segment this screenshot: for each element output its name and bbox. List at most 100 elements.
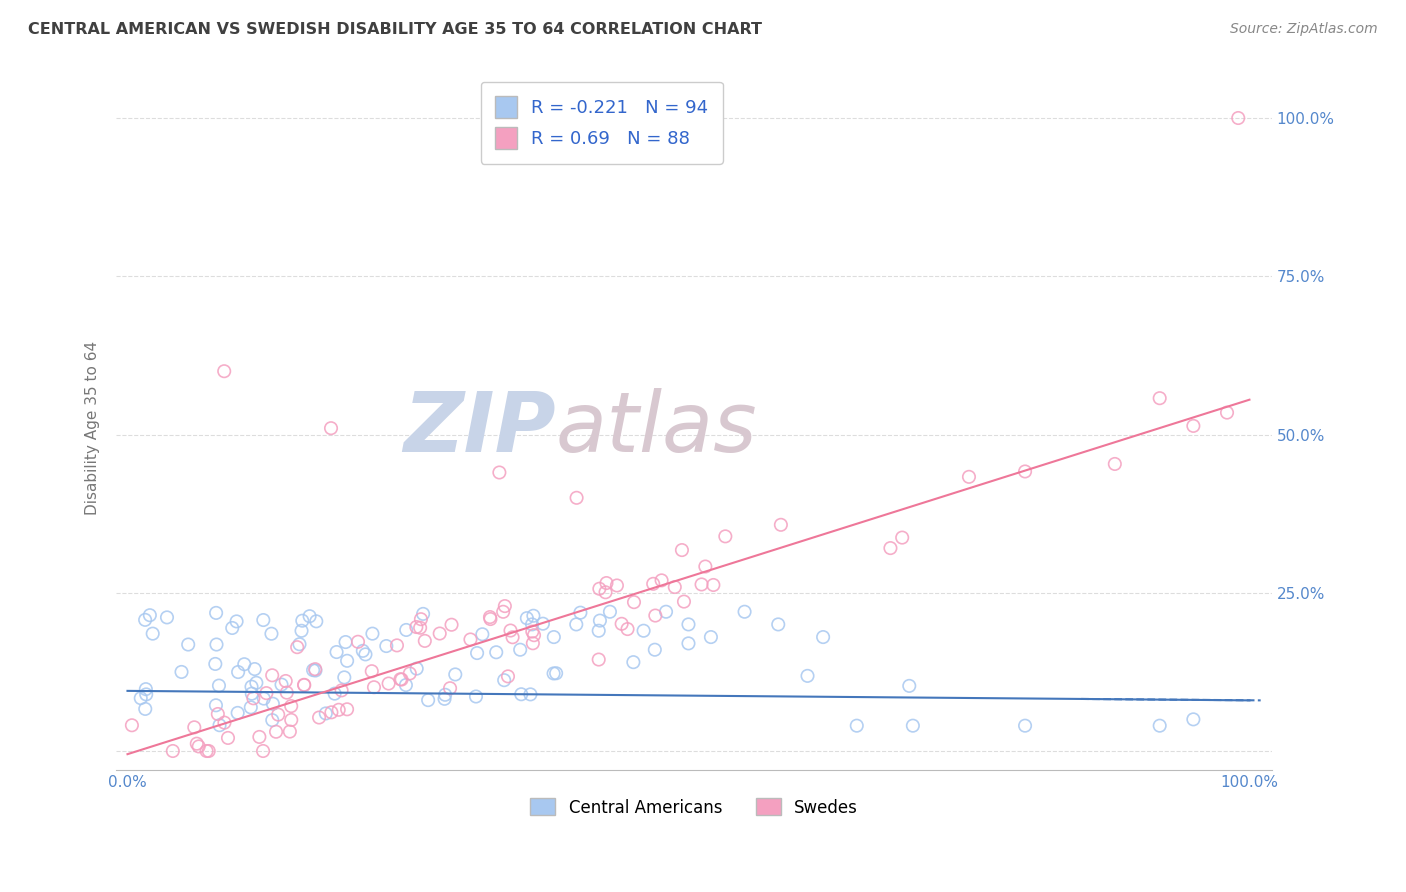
Legend: Central Americans, Swedes: Central Americans, Swedes xyxy=(523,792,865,823)
Point xyxy=(267,707,290,722)
Point xyxy=(546,666,568,681)
Point xyxy=(522,624,544,639)
Point xyxy=(240,687,263,701)
Text: atlas: atlas xyxy=(555,388,756,468)
Point xyxy=(588,624,610,638)
Point xyxy=(485,645,508,659)
Point xyxy=(516,611,538,625)
Point xyxy=(395,678,418,692)
Point xyxy=(488,466,510,480)
Text: Source: ZipAtlas.com: Source: ZipAtlas.com xyxy=(1230,22,1378,37)
Point xyxy=(465,690,488,704)
Point xyxy=(433,691,456,706)
Point xyxy=(623,595,645,609)
Point xyxy=(434,688,457,702)
Point xyxy=(205,638,228,652)
Point xyxy=(204,657,226,671)
Point xyxy=(700,630,723,644)
Point xyxy=(135,687,157,701)
Point xyxy=(183,720,205,734)
Point xyxy=(418,693,440,707)
Point xyxy=(439,681,461,696)
Point xyxy=(375,639,398,653)
Point xyxy=(796,669,818,683)
Point xyxy=(588,582,610,596)
Point xyxy=(479,612,502,626)
Point xyxy=(496,669,519,683)
Point xyxy=(254,686,277,700)
Point xyxy=(134,613,156,627)
Y-axis label: Disability Age 35 to 64: Disability Age 35 to 64 xyxy=(86,341,100,516)
Point xyxy=(129,691,152,706)
Point xyxy=(412,607,434,621)
Point xyxy=(543,630,565,644)
Point xyxy=(321,706,343,720)
Point xyxy=(1216,406,1239,420)
Point xyxy=(315,706,337,721)
Point xyxy=(245,675,267,690)
Point xyxy=(413,633,436,648)
Point xyxy=(492,605,515,619)
Point xyxy=(395,623,418,637)
Point xyxy=(811,630,834,644)
Point xyxy=(270,677,292,691)
Point xyxy=(695,559,717,574)
Point xyxy=(588,652,610,666)
Point xyxy=(879,541,901,555)
Point xyxy=(391,673,413,687)
Point xyxy=(354,648,377,662)
Point xyxy=(465,646,488,660)
Point xyxy=(1149,719,1171,733)
Point xyxy=(702,578,724,592)
Point xyxy=(262,713,284,727)
Point xyxy=(519,687,541,701)
Point xyxy=(197,744,219,758)
Point xyxy=(288,637,311,651)
Point xyxy=(690,577,713,591)
Point xyxy=(616,622,638,636)
Point xyxy=(565,617,588,632)
Point xyxy=(325,645,347,659)
Point xyxy=(678,617,700,632)
Point xyxy=(290,624,312,638)
Point xyxy=(398,666,420,681)
Point xyxy=(207,706,229,721)
Point xyxy=(205,698,228,713)
Point xyxy=(595,576,617,591)
Point xyxy=(262,697,284,711)
Point xyxy=(1182,418,1205,433)
Point xyxy=(644,608,666,623)
Point xyxy=(352,644,374,658)
Point xyxy=(599,605,621,619)
Point xyxy=(509,642,531,657)
Point xyxy=(330,683,353,698)
Point xyxy=(195,744,218,758)
Point xyxy=(589,614,612,628)
Point xyxy=(440,617,463,632)
Point xyxy=(901,719,924,733)
Point xyxy=(253,691,276,706)
Point xyxy=(898,679,921,693)
Point xyxy=(186,737,208,751)
Point xyxy=(304,664,326,678)
Point xyxy=(644,642,666,657)
Point xyxy=(520,617,543,632)
Point xyxy=(734,605,756,619)
Point xyxy=(409,612,432,626)
Point xyxy=(845,719,868,733)
Point xyxy=(891,531,914,545)
Point xyxy=(260,626,283,640)
Text: ZIP: ZIP xyxy=(402,388,555,468)
Point xyxy=(205,606,228,620)
Point xyxy=(336,702,359,716)
Point xyxy=(1014,465,1036,479)
Point xyxy=(471,627,494,641)
Point xyxy=(385,639,408,653)
Point xyxy=(276,685,298,699)
Point xyxy=(664,580,686,594)
Point xyxy=(252,744,274,758)
Point xyxy=(217,731,239,745)
Point xyxy=(531,616,554,631)
Point xyxy=(292,678,315,692)
Point xyxy=(208,679,231,693)
